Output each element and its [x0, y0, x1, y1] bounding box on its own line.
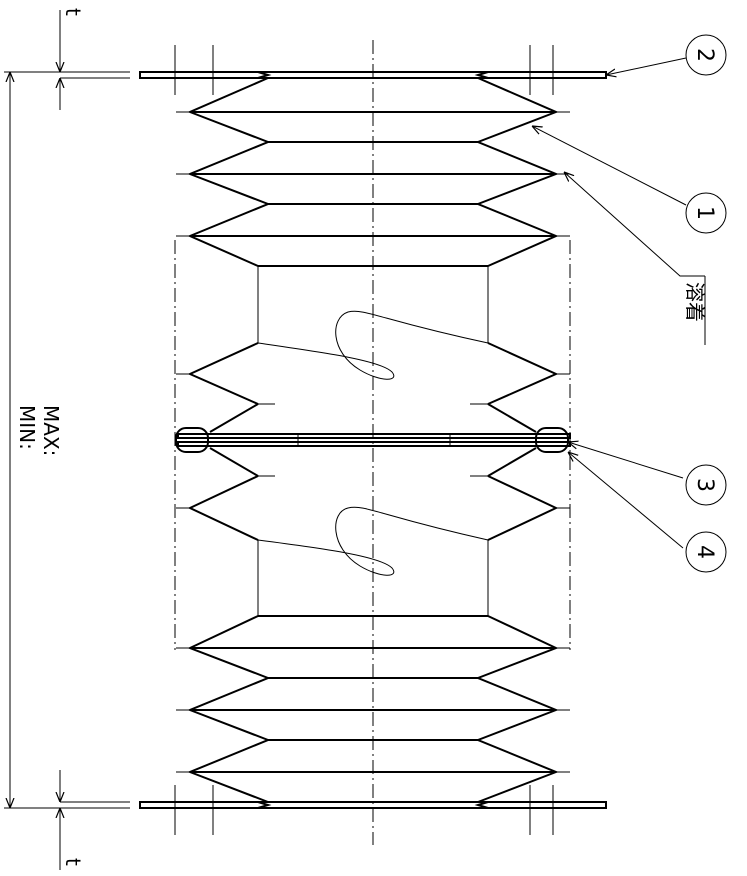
lower-bellows [176, 447, 570, 803]
leader-lines [532, 57, 705, 549]
callout-3: 3 [685, 464, 727, 506]
svg-text:4: 4 [692, 545, 717, 559]
bottom-flange [139, 785, 607, 835]
thickness-label-bottom: t [61, 858, 85, 866]
callout-2: 2 [685, 34, 727, 76]
thickness-label-top: t [61, 8, 85, 16]
callout-4: 4 [685, 531, 727, 573]
svg-text:2: 2 [692, 48, 717, 62]
callout-1: 1 [685, 192, 727, 234]
upper-bellows [176, 77, 570, 433]
min-label: MIN: [15, 405, 39, 450]
svg-text:3: 3 [692, 478, 717, 492]
svg-text:1: 1 [692, 206, 717, 220]
weld-note: 溶着 [683, 282, 707, 322]
max-label: MAX: [39, 405, 63, 456]
overall-length-dimension [4, 10, 130, 870]
